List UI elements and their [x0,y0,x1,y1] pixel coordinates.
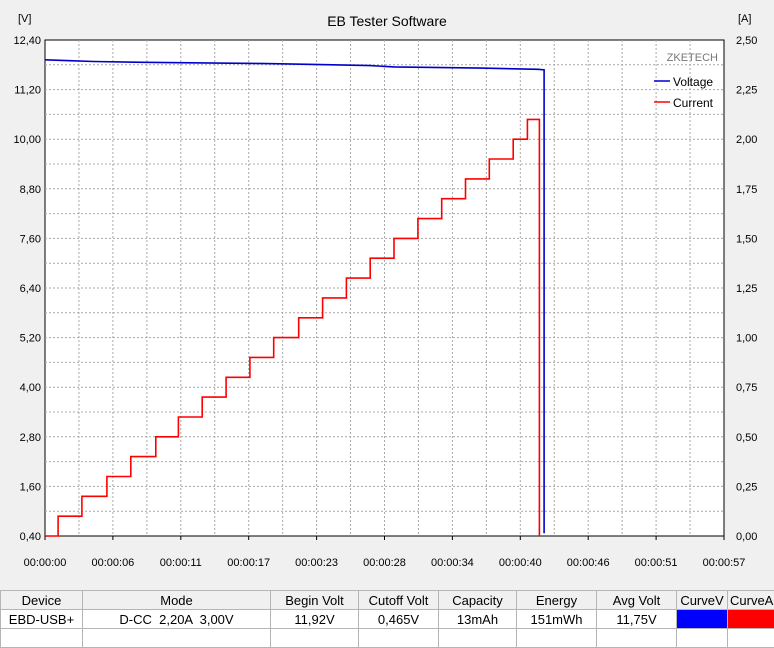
stats-table: Device Mode Begin Volt Cutoff Volt Capac… [0,590,774,648]
x-tick-label: 00:00:51 [635,557,678,569]
y-left-tick-label: 6,40 [20,283,41,295]
chart: 00:00:00 00:00:06 00:00:11 00:00:17 00:00:23… [13,13,757,569]
header-curve-a[interactable]: CurveA [727,590,774,610]
header-device[interactable]: Device [0,590,83,610]
chart-title: EB Tester Software [327,13,447,29]
x-tick-label: 00:00:06 [91,557,134,569]
y-right-tick-label: 1,00 [736,333,757,345]
x-tick-label: 00:00:00 [24,557,67,569]
header-curve-v[interactable]: CurveV [676,590,728,610]
cell-mode: D-CC 2,20A 3,00V [82,609,271,629]
y-right-tick-label: 1,75 [736,184,757,196]
y-left-tick-label: 5,20 [20,333,41,345]
empty-cell [676,628,728,648]
watermark: ZKETECH [667,52,718,64]
empty-cell [516,628,597,648]
y-right-tick-label: 0,75 [736,382,757,394]
left-axis-unit: [V] [18,13,31,25]
legend-voltage-label: Voltage [673,75,713,89]
y-left-tick-label: 12,40 [13,35,41,47]
stats-header-row: Device Mode Begin Volt Cutoff Volt Capac… [0,590,774,610]
right-axis-unit: [A] [738,13,751,25]
y-right-tick-label: 2,00 [736,134,757,146]
stats-data-row[interactable]: EBD-USB+ D-CC 2,20A 3,00V 11,92V 0,465V … [0,609,774,629]
y-left-tick-label: 0,40 [20,531,41,543]
y-right-tick-label: 1,50 [736,233,757,245]
header-capacity[interactable]: Capacity [438,590,517,610]
empty-cell [727,628,774,648]
cell-cutoff-volt: 0,465V [358,609,439,629]
curve-a-color-swatch[interactable] [727,609,774,629]
series-current-line [45,118,541,537]
y-right-tick-label: 2,50 [736,35,757,47]
header-mode[interactable]: Mode [82,590,271,610]
header-avg-volt[interactable]: Avg Volt [596,590,677,610]
y-left-tick-label: 1,60 [20,481,41,493]
x-tick-label: 00:00:11 [160,557,202,569]
legend-current-label: Current [673,96,714,110]
cell-capacity: 13mAh [438,609,517,629]
y-right-tick-label: 0,25 [736,481,757,493]
header-energy[interactable]: Energy [516,590,597,610]
y-right-tick-label: 0,50 [736,432,757,444]
x-tick-label: 00:00:23 [295,557,338,569]
x-tick-label: 00:00:28 [363,557,406,569]
legend: Voltage Current [654,75,714,110]
y-left-tick-label: 10,00 [13,134,41,146]
curve-v-color-swatch[interactable] [676,609,728,629]
header-begin-volt[interactable]: Begin Volt [270,590,359,610]
stats-empty-row [0,628,774,648]
y-left-tick-label: 7,60 [20,233,41,245]
empty-cell [270,628,359,648]
x-tick-label: 00:00:34 [431,557,474,569]
header-cutoff-volt[interactable]: Cutoff Volt [358,590,439,610]
empty-cell [596,628,677,648]
empty-cell [0,628,83,648]
cell-device: EBD-USB+ [0,609,83,629]
y-left-tick-label: 2,80 [20,432,41,444]
y-right-tick-label: 0,00 [736,531,757,543]
series-voltage-line [44,59,545,534]
x-tick-label: 00:00:17 [227,557,270,569]
empty-cell [438,628,517,648]
y-left-tick-label: 11,20 [14,85,41,97]
cell-avg-volt: 11,75V [596,609,677,629]
y-right-tick-label: 2,25 [736,85,757,97]
y-right-tick-label: 1,25 [736,283,757,295]
x-tick-label: 00:00:46 [567,557,610,569]
cell-begin-volt: 11,92V [270,609,359,629]
empty-cell [82,628,271,648]
x-tick-label: 00:00:40 [499,557,542,569]
y-left-tick-label: 8,80 [20,184,41,196]
cell-energy: 151mWh [516,609,597,629]
empty-cell [358,628,439,648]
y-left-tick-label: 4,00 [20,382,41,394]
x-tick-label: 00:00:57 [703,557,746,569]
